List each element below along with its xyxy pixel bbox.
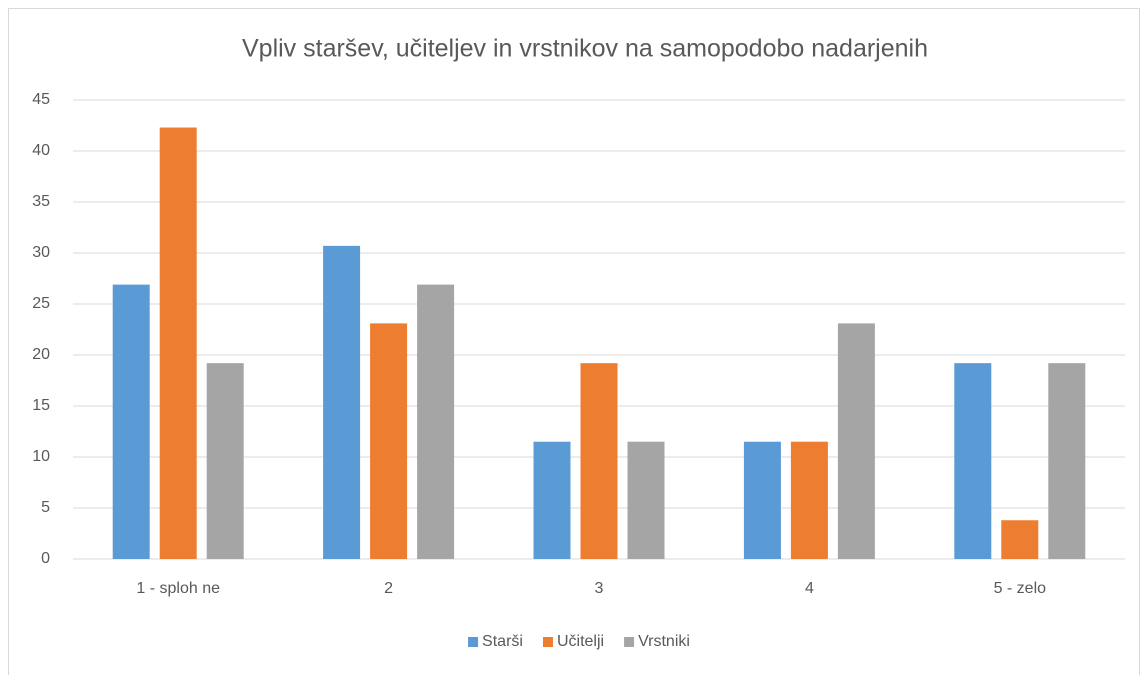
bar xyxy=(206,363,244,559)
chart-title: Vpliv staršev, učiteljev in vrstnikov na… xyxy=(242,35,928,63)
x-tick-label: 1 - sploh ne xyxy=(136,580,220,597)
bar xyxy=(1001,520,1039,559)
y-tick-label: 35 xyxy=(32,193,50,210)
y-tick-label: 0 xyxy=(41,550,50,567)
bar xyxy=(790,441,828,559)
x-tick-label: 3 xyxy=(595,580,604,597)
bar xyxy=(1048,363,1086,559)
y-tick-label: 10 xyxy=(32,448,50,465)
bar xyxy=(533,441,571,559)
x-tick-label: 5 - zelo xyxy=(994,580,1047,597)
bar xyxy=(627,441,665,559)
y-tick-label: 5 xyxy=(41,499,50,516)
x-tick-label: 2 xyxy=(384,580,393,597)
bar xyxy=(417,284,455,559)
bar xyxy=(580,363,618,559)
y-tick-label: 45 xyxy=(32,91,50,108)
y-tick-label: 25 xyxy=(32,295,50,312)
legend-swatch xyxy=(468,637,479,647)
legend-label: Vrstniki xyxy=(638,633,690,650)
y-tick-label: 30 xyxy=(32,244,50,261)
legend-swatch xyxy=(542,637,553,647)
bar xyxy=(743,441,781,559)
bar xyxy=(370,323,408,559)
y-tick-label: 40 xyxy=(32,142,50,159)
y-tick-label: 20 xyxy=(32,346,50,363)
bar xyxy=(837,323,875,559)
y-tick-label: 15 xyxy=(32,397,50,414)
bar xyxy=(323,245,361,560)
bar xyxy=(159,127,197,559)
legend-label: Starši xyxy=(482,633,523,650)
bar xyxy=(112,284,150,559)
bar xyxy=(954,363,992,559)
chart-frame xyxy=(8,8,1140,675)
legend-label: Učitelji xyxy=(557,633,604,650)
legend-swatch xyxy=(624,637,635,647)
x-tick-label: 4 xyxy=(805,580,814,597)
